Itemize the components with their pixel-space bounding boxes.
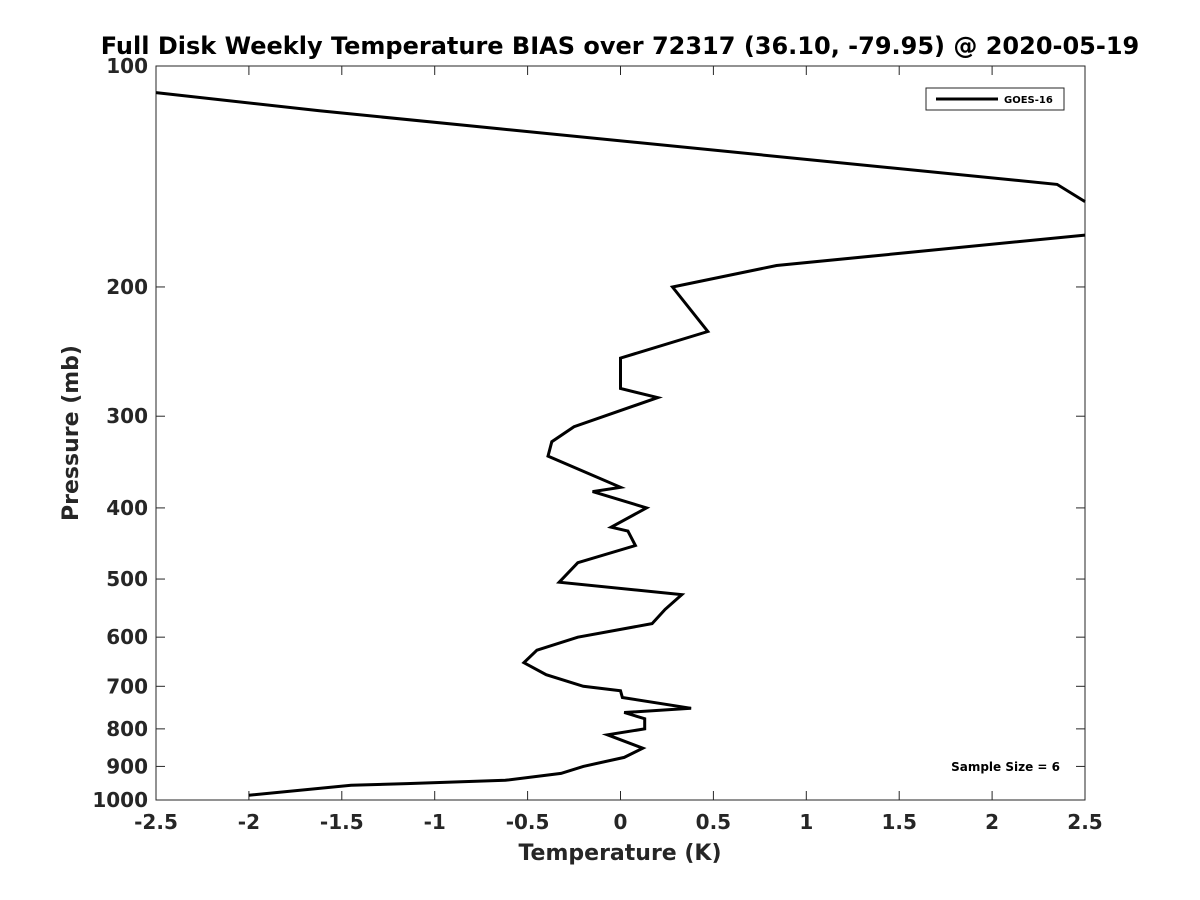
x-tick-label: -2.5 xyxy=(134,810,178,834)
x-tick-label: -1.5 xyxy=(320,810,364,834)
x-tick-label: 1.5 xyxy=(881,810,916,834)
sample-size-annotation: Sample Size = 6 xyxy=(951,760,1060,774)
y-tick-label: 600 xyxy=(106,625,148,649)
series-line-goes-16 xyxy=(155,91,1086,203)
y-tick-label: 100 xyxy=(106,54,148,78)
y-axis: 100 200 300 400 500 600 700 800 900 1000 xyxy=(92,54,1085,812)
x-axis: -2.5 -2 -1.5 -1 -0.5 0 0.5 1 1.5 2 2.5 xyxy=(134,66,1103,834)
x-axis-label: Temperature (K) xyxy=(518,841,721,866)
x-tick-label: -1 xyxy=(424,810,446,834)
x-tick-label: 0.5 xyxy=(696,810,731,834)
y-tick-label: 900 xyxy=(106,754,148,778)
x-tick-label: -2 xyxy=(238,810,260,834)
legend: GOES-16 xyxy=(925,87,1065,111)
series-line-goes-16 xyxy=(248,233,1086,797)
y-tick-label: 700 xyxy=(106,674,148,698)
y-axis-label: Pressure (mb) xyxy=(59,345,84,521)
y-tick-label: 400 xyxy=(106,496,148,520)
y-tick-label: 300 xyxy=(106,404,148,428)
y-tick-label: 1000 xyxy=(92,788,148,812)
y-tick-label: 500 xyxy=(106,567,148,591)
x-tick-label: 2.5 xyxy=(1067,810,1102,834)
x-tick-label: 2 xyxy=(985,810,999,834)
chart-title: Full Disk Weekly Temperature BIAS over 7… xyxy=(101,32,1140,60)
series-layer xyxy=(155,91,1086,797)
x-tick-label: 1 xyxy=(799,810,813,834)
y-tick-label: 200 xyxy=(106,275,148,299)
x-tick-label: -0.5 xyxy=(506,810,550,834)
y-tick-label: 800 xyxy=(106,717,148,741)
x-tick-label: 0 xyxy=(614,810,628,834)
plot-area: -2.5 -2 -1.5 -1 -0.5 0 0.5 1 1.5 2 2.5 100 200 300 40… xyxy=(92,54,1102,834)
legend-label-goes-16: GOES-16 xyxy=(1004,95,1053,106)
